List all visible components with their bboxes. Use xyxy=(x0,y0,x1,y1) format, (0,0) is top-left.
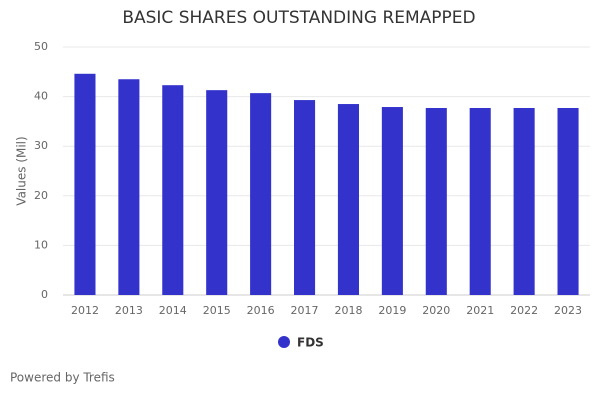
legend-label: FDS xyxy=(297,336,324,350)
x-tick-label: 2015 xyxy=(203,304,231,317)
bar xyxy=(250,93,272,296)
bar xyxy=(557,108,579,296)
chart-title: BASIC SHARES OUTSTANDING REMAPPED xyxy=(122,8,475,28)
x-tick-label: 2016 xyxy=(247,304,275,317)
x-tick-label: 2021 xyxy=(466,304,494,317)
x-tick-label: 2020 xyxy=(422,304,450,317)
bar xyxy=(381,107,403,296)
bar xyxy=(206,90,228,295)
x-tick-label: 2023 xyxy=(554,304,582,317)
y-tick-label: 20 xyxy=(34,189,48,202)
bar xyxy=(294,100,316,296)
x-tick-label: 2017 xyxy=(291,304,319,317)
x-tick-label: 2018 xyxy=(334,304,362,317)
x-tick-label: 2012 xyxy=(71,304,99,317)
bar xyxy=(162,85,184,295)
x-tick-label: 2019 xyxy=(378,304,406,317)
bar xyxy=(118,79,140,296)
y-tick-label: 10 xyxy=(34,238,48,251)
y-tick-label: 50 xyxy=(34,40,48,53)
x-tick-label: 2013 xyxy=(115,304,143,317)
legend-marker xyxy=(278,336,290,348)
bar xyxy=(337,104,359,295)
y-tick-label: 30 xyxy=(34,139,48,152)
bar xyxy=(469,108,491,296)
y-axis-label: Values (Mil) xyxy=(15,136,29,205)
footer: Powered by Trefis xyxy=(10,371,115,385)
y-tick-label: 40 xyxy=(34,90,48,103)
bar xyxy=(425,108,447,296)
x-tick-label: 2022 xyxy=(510,304,538,317)
bar xyxy=(74,73,96,295)
bar xyxy=(513,108,535,296)
y-tick-label: 0 xyxy=(41,288,48,301)
x-tick-label: 2014 xyxy=(159,304,187,317)
